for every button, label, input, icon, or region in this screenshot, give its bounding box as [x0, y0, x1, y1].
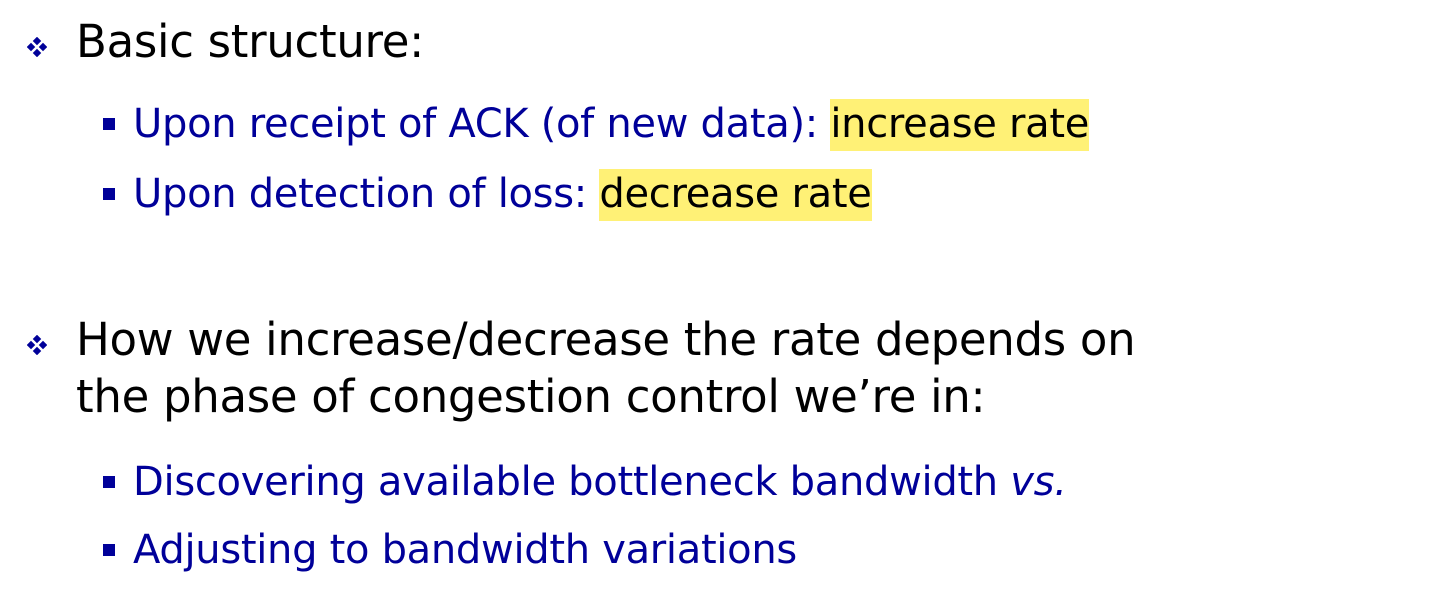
highlight-increase-rate: increase rate	[830, 99, 1089, 151]
sub-bullet-discovering: Discovering available bottleneck bandwid…	[133, 459, 1067, 505]
bullet-phase-line2: the phase of congestion control we’re in…	[76, 370, 986, 423]
highlight-decrease-rate: decrease rate	[599, 169, 872, 221]
square-bullet-icon	[103, 188, 115, 200]
sub-bullet-ack-text: Upon receipt of ACK (of new data):	[133, 101, 818, 147]
diamond-bullet-icon	[27, 335, 47, 355]
sub-bullet-adjusting: Adjusting to bandwidth variations	[133, 527, 797, 573]
diamond-bullet-icon	[27, 37, 47, 57]
sub-bullet-ack: Upon receipt of ACK (of new data): incre…	[133, 99, 1089, 151]
square-bullet-icon	[103, 476, 115, 488]
square-bullet-icon	[103, 544, 115, 556]
square-bullet-icon	[103, 118, 115, 130]
bullet-basic-structure: Basic structure:	[76, 15, 425, 68]
sub-bullet-vs: vs.	[1010, 459, 1067, 505]
sub-bullet-loss: Upon detection of loss: decrease rate	[133, 169, 872, 221]
bullet-phase-line1: How we increase/decrease the rate depend…	[76, 313, 1136, 366]
sub-bullet-loss-text: Upon detection of loss:	[133, 171, 587, 217]
sub-bullet-discovering-text: Discovering available bottleneck bandwid…	[133, 459, 998, 505]
